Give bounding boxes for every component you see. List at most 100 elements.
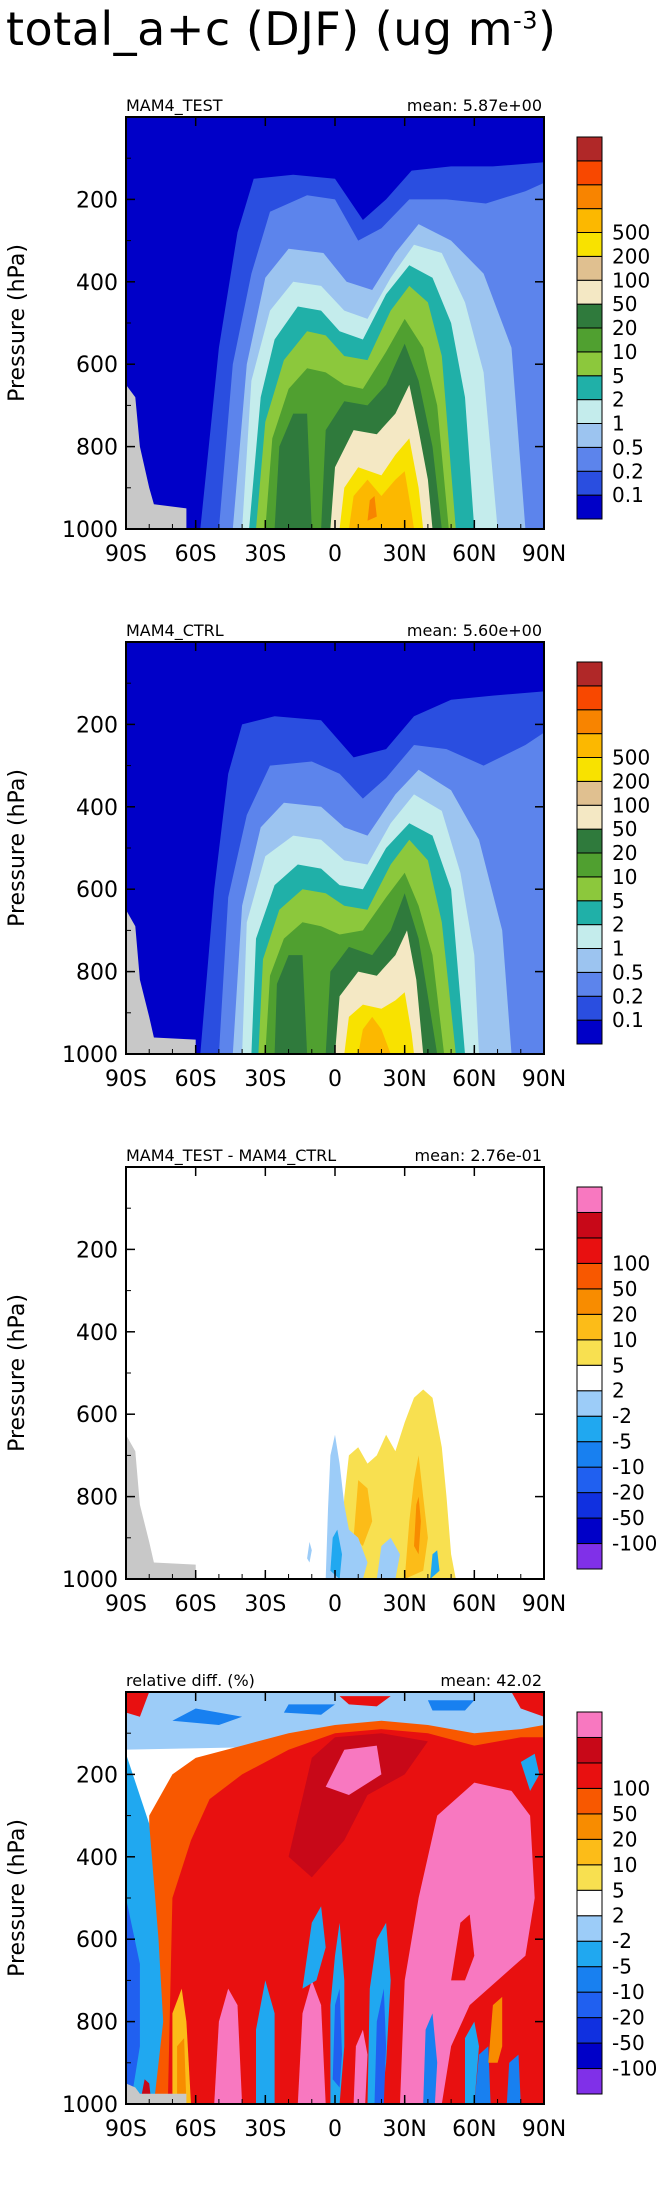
x-tick-label: 60N — [452, 2117, 496, 2142]
colorbar-label: 0.2 — [612, 984, 644, 1008]
colorbar-box — [576, 852, 603, 878]
colorbar-label: -20 — [612, 2006, 645, 2030]
contour-region — [302, 1906, 326, 1989]
colorbar-box — [576, 1390, 603, 1417]
x-tick-label: 30S — [244, 2117, 286, 2142]
colorbar-box — [576, 828, 603, 854]
y-axis-label: Pressure (hPa) — [5, 769, 30, 927]
colorbar-label: -100 — [612, 2057, 657, 2081]
figure-title-main: total_a+c (DJF) (ug m — [6, 2, 514, 56]
colorbar-box — [576, 1019, 603, 1045]
colorbar-label: 50 — [612, 1277, 637, 1301]
colorbar-label: 0.5 — [612, 960, 644, 984]
y-tick-label: 400 — [76, 271, 118, 296]
colorbar-label: 1 — [612, 412, 625, 436]
x-tick-label: 60S — [175, 1592, 217, 1617]
colorbar-box — [576, 876, 603, 902]
x-tick-label: 30S — [244, 1592, 286, 1617]
colorbar-box — [576, 1517, 603, 1545]
x-tick-label: 60S — [175, 1067, 217, 1092]
colorbar-label: -10 — [612, 1455, 645, 1479]
y-tick-label: 600 — [76, 1403, 118, 1428]
colorbar-box — [576, 279, 603, 305]
x-tick-label: 0 — [328, 1067, 342, 1092]
colorbar-label: 5 — [612, 1353, 625, 1377]
colorbar-box — [576, 1466, 603, 1494]
colorbar-label: 200 — [612, 769, 650, 793]
contour-region — [451, 1914, 475, 1981]
contour-region — [488, 1996, 503, 2063]
panel-title-right: mean: 5.87e+00 — [407, 96, 542, 115]
colorbar-label: 100 — [612, 1251, 650, 1275]
x-tick-label: 60N — [452, 542, 496, 567]
contour-region — [414, 1496, 421, 1555]
x-tick-label: 0 — [328, 542, 342, 567]
colorbar-label: 1 — [612, 937, 625, 961]
colorbar-box — [576, 1813, 603, 1840]
contour-region — [367, 496, 377, 521]
colorbar-box — [576, 1915, 603, 1942]
contour-region — [283, 1704, 335, 1715]
colorbar-box — [576, 470, 603, 496]
colorbar-label: 10 — [612, 1853, 637, 1877]
contour-region — [506, 2054, 521, 2104]
colorbar-box — [576, 900, 603, 926]
plot-area — [126, 1167, 544, 1579]
colorbar-label: 20 — [612, 316, 637, 340]
panel-title-right: mean: 5.60e+00 — [407, 621, 542, 640]
x-tick-label: 60N — [452, 1067, 496, 1092]
colorbar-label: 0.2 — [612, 459, 644, 483]
colorbar-box — [576, 303, 603, 329]
x-tick-label: 90N — [522, 2117, 566, 2142]
colorbar-label: -20 — [612, 1481, 645, 1505]
colorbar-box — [576, 995, 603, 1021]
panel-2-svg: MAM4_CTRL mean: 5.60e+00 90S 60S 30S 0 30N 60N 9… — [5, 621, 650, 1092]
colorbar-label: 2 — [612, 913, 625, 937]
y-tick-label: 600 — [76, 353, 118, 378]
x-tick-label: 30S — [244, 542, 286, 567]
x-tick-label: 0 — [328, 2117, 342, 2142]
contour-region — [427, 1700, 475, 1711]
panel-3: MAM4_TEST - MAM4_CTRL mean: 2.76e-01 90S 60… — [0, 1145, 670, 1665]
colorbar-box — [576, 733, 603, 758]
colorbar-box — [576, 948, 603, 973]
colorbar-box — [576, 709, 603, 735]
contour-region — [126, 1692, 150, 1717]
colorbar-box — [576, 2042, 603, 2070]
x-tick-label: 90S — [105, 542, 147, 567]
x-tick-label: 30N — [382, 1592, 426, 1617]
colorbar-label: 100 — [612, 268, 650, 292]
y-tick-label: 600 — [76, 878, 118, 903]
colorbar-label: -2 — [612, 1929, 632, 1953]
colorbar-box — [576, 1288, 603, 1315]
panel-4-svg: relative diff. (%) mean: 42.02 90S 60S 30S 0 3… — [5, 1671, 657, 2142]
colorbar-label: 500 — [612, 746, 650, 770]
colorbar-box — [576, 1186, 603, 1213]
colorbar-box — [576, 924, 603, 949]
contour-region — [358, 1016, 391, 1054]
colorbar-box — [576, 971, 603, 997]
colorbar-box — [576, 1787, 603, 1815]
colorbar-label: -5 — [612, 1955, 632, 1979]
y-tick-label: 800 — [76, 436, 118, 461]
y-tick-label: 1000 — [62, 518, 118, 543]
contour-region — [325, 1745, 382, 1795]
colorbar-box — [576, 136, 603, 162]
colorbar-box — [576, 780, 603, 806]
colorbar-label: -50 — [612, 2031, 645, 2055]
y-tick-label: 800 — [76, 2011, 118, 2036]
contour-region — [465, 2021, 479, 2104]
panel-4: relative diff. (%) mean: 42.02 90S 60S 30S 0 3… — [0, 1670, 670, 2190]
x-tick-label: 30N — [382, 1067, 426, 1092]
colorbar-label: 0.1 — [612, 1008, 644, 1032]
panel-2: MAM4_CTRL mean: 5.60e+00 90S 60S 30S 0 30N 60N 9… — [0, 620, 670, 1140]
x-tick-label: 30S — [244, 1067, 286, 1092]
colorbar-label: 20 — [612, 1302, 637, 1326]
colorbar-box — [576, 1711, 603, 1738]
colorbar-label: 50 — [612, 817, 637, 841]
contour-region — [288, 1733, 428, 1878]
panel-title-right: mean: 42.02 — [440, 1671, 542, 1690]
colorbar-box — [576, 327, 603, 353]
x-tick-label: 90N — [522, 542, 566, 567]
contour-region — [332, 1988, 342, 2088]
